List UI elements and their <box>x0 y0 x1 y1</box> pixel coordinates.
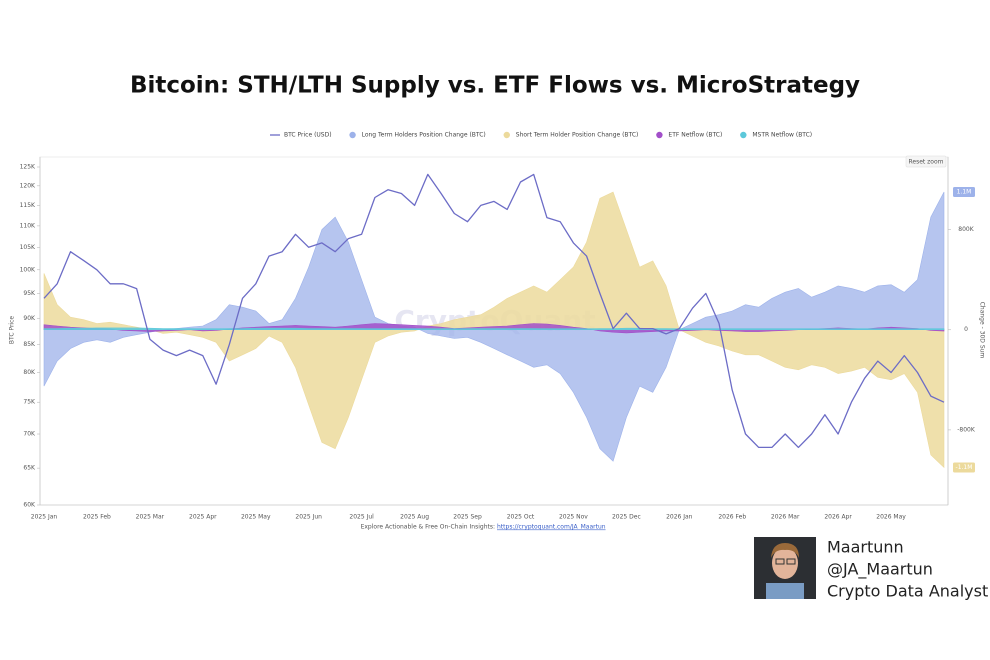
value-label: -1.1M <box>956 464 973 471</box>
y-tick-label: 70K <box>23 431 36 438</box>
x-tick-label: 2025 Aug <box>400 514 429 521</box>
area <box>43 327 945 331</box>
x-tick-label: 2025 Oct <box>507 514 535 521</box>
y-tick-label: 65K <box>23 465 36 472</box>
x-tick-label: 2025 May <box>241 514 271 521</box>
legend-label: ETF Netflow (BTC) <box>668 132 722 139</box>
x-tick-label: 2025 Mar <box>136 514 165 521</box>
y-tick-label: 115K <box>20 202 36 209</box>
x-tick-label: 2025 Feb <box>83 514 111 521</box>
x-tick-label: 2025 Jan <box>31 514 58 521</box>
plot <box>43 173 945 469</box>
y-tick-label: 105K <box>20 244 36 251</box>
legend-marker <box>740 131 747 139</box>
x-tick-label: 2025 Apr <box>189 514 217 521</box>
profile-name: Maartunn <box>827 538 904 557</box>
y-tick-label: 85K <box>23 341 36 348</box>
x-tick-label: 2026 Mar <box>771 514 800 521</box>
y-tick-label: 120K <box>20 182 36 189</box>
x-tick-label: 2026 Jan <box>666 514 693 521</box>
y-tick-label: 125K <box>20 164 36 171</box>
chart-title: Bitcoin: STH/LTH Supply vs. ETF Flows vs… <box>130 73 860 99</box>
x-tick-label: 2025 Jun <box>295 514 322 521</box>
legend-label: MSTR Netflow (BTC) <box>752 132 812 139</box>
profile-photo <box>754 537 816 599</box>
legend-label: Short Term Holder Position Change (BTC) <box>516 132 639 139</box>
source-note: Explore Actionable & Free On-Chain Insig… <box>361 524 495 531</box>
x-tick-label: 2026 Feb <box>718 514 746 521</box>
y-tick-label: 90K <box>23 315 36 322</box>
profile-handle: @JA_Maartun <box>827 560 933 580</box>
area <box>43 191 945 462</box>
legend-label: BTC Price (USD) <box>284 132 332 139</box>
profile-role: Crypto Data Analyst <box>827 582 988 601</box>
line <box>43 173 945 449</box>
x-tick-label: 2025 Jul <box>349 514 374 521</box>
y2-axis-title: Change - 30D Sum <box>979 302 986 359</box>
reset-button-label[interactable]: Reset zoom <box>908 159 943 166</box>
photo-hair <box>771 543 799 558</box>
x-tick-label: 2026 Apr <box>824 514 852 521</box>
y2-tick-label: -800K <box>957 426 976 433</box>
photo-shirt <box>766 583 804 599</box>
y-tick-label: 110K <box>20 222 36 229</box>
photo-face <box>772 547 798 579</box>
x-tick-label: 2025 Sep <box>453 514 482 521</box>
source-link[interactable]: https://cryptoquant.com/JA_Maartun <box>497 524 606 531</box>
y-tick-label: 60K <box>23 502 36 509</box>
y2-tick-label: 0 <box>964 326 968 333</box>
y-axis-title: BTC Price <box>9 316 16 344</box>
legend-marker <box>349 131 356 139</box>
legend-marker <box>656 131 663 139</box>
photo-glasses <box>775 558 785 565</box>
reset-button[interactable]: Reset zoom <box>905 155 947 168</box>
x-tick-label: 2026 May <box>876 514 906 521</box>
y-tick-label: 75K <box>23 399 36 406</box>
value-badge <box>953 187 975 198</box>
legend-label: Long Term Holders Position Change (BTC) <box>362 132 486 139</box>
y-tick-label: 80K <box>23 369 36 376</box>
y-tick-label: 95K <box>23 290 36 297</box>
photo-glasses <box>786 558 796 565</box>
legend-marker <box>503 131 510 139</box>
value-badge <box>953 462 975 473</box>
reset-button-bg[interactable] <box>905 155 947 168</box>
x-tick-label: 2025 Nov <box>559 514 588 521</box>
y-tick-label: 100K <box>20 266 36 273</box>
value-label: 1.1M <box>957 189 972 196</box>
x-tick-label: 2025 Dec <box>612 514 641 521</box>
y2-tick-label: 800K <box>958 226 974 233</box>
